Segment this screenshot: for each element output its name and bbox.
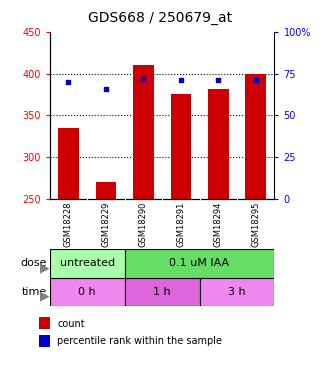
Point — [141, 76, 146, 82]
Text: 3 h: 3 h — [228, 286, 246, 297]
Point — [216, 77, 221, 83]
Bar — [133, 65, 154, 199]
Text: untreated: untreated — [60, 258, 115, 268]
Bar — [200, 278, 274, 306]
Text: count: count — [57, 319, 85, 328]
Text: GSM18228: GSM18228 — [64, 201, 73, 247]
Bar — [170, 94, 191, 199]
Text: percentile rank within the sample: percentile rank within the sample — [57, 336, 222, 346]
Text: GSM18229: GSM18229 — [101, 201, 110, 247]
Bar — [96, 182, 116, 199]
Text: 1 h: 1 h — [153, 286, 171, 297]
Text: 0.1 uM IAA: 0.1 uM IAA — [169, 258, 230, 268]
Point — [66, 79, 71, 85]
Text: GDS668 / 250679_at: GDS668 / 250679_at — [89, 11, 232, 25]
Text: time: time — [21, 286, 47, 297]
Bar — [39, 335, 50, 347]
Point — [178, 77, 183, 83]
Text: dose: dose — [20, 258, 47, 268]
Text: GSM18291: GSM18291 — [176, 201, 185, 247]
Bar — [58, 128, 79, 199]
Text: ▶: ▶ — [40, 289, 49, 302]
Point — [253, 77, 258, 83]
Bar — [208, 90, 229, 199]
Text: ▶: ▶ — [40, 261, 49, 274]
Point — [103, 86, 108, 92]
Bar — [39, 317, 50, 329]
Bar — [246, 74, 266, 199]
Bar — [50, 249, 125, 278]
Text: 0 h: 0 h — [78, 286, 96, 297]
Text: GSM18295: GSM18295 — [251, 201, 260, 247]
Bar — [125, 249, 274, 278]
Text: GSM18294: GSM18294 — [214, 201, 223, 247]
Bar — [125, 278, 200, 306]
Text: GSM18290: GSM18290 — [139, 201, 148, 247]
Bar — [50, 278, 125, 306]
